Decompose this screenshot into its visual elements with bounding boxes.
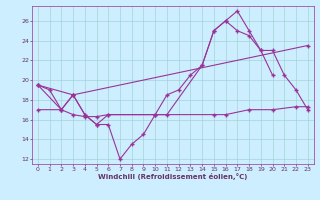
X-axis label: Windchill (Refroidissement éolien,°C): Windchill (Refroidissement éolien,°C) xyxy=(98,173,247,180)
